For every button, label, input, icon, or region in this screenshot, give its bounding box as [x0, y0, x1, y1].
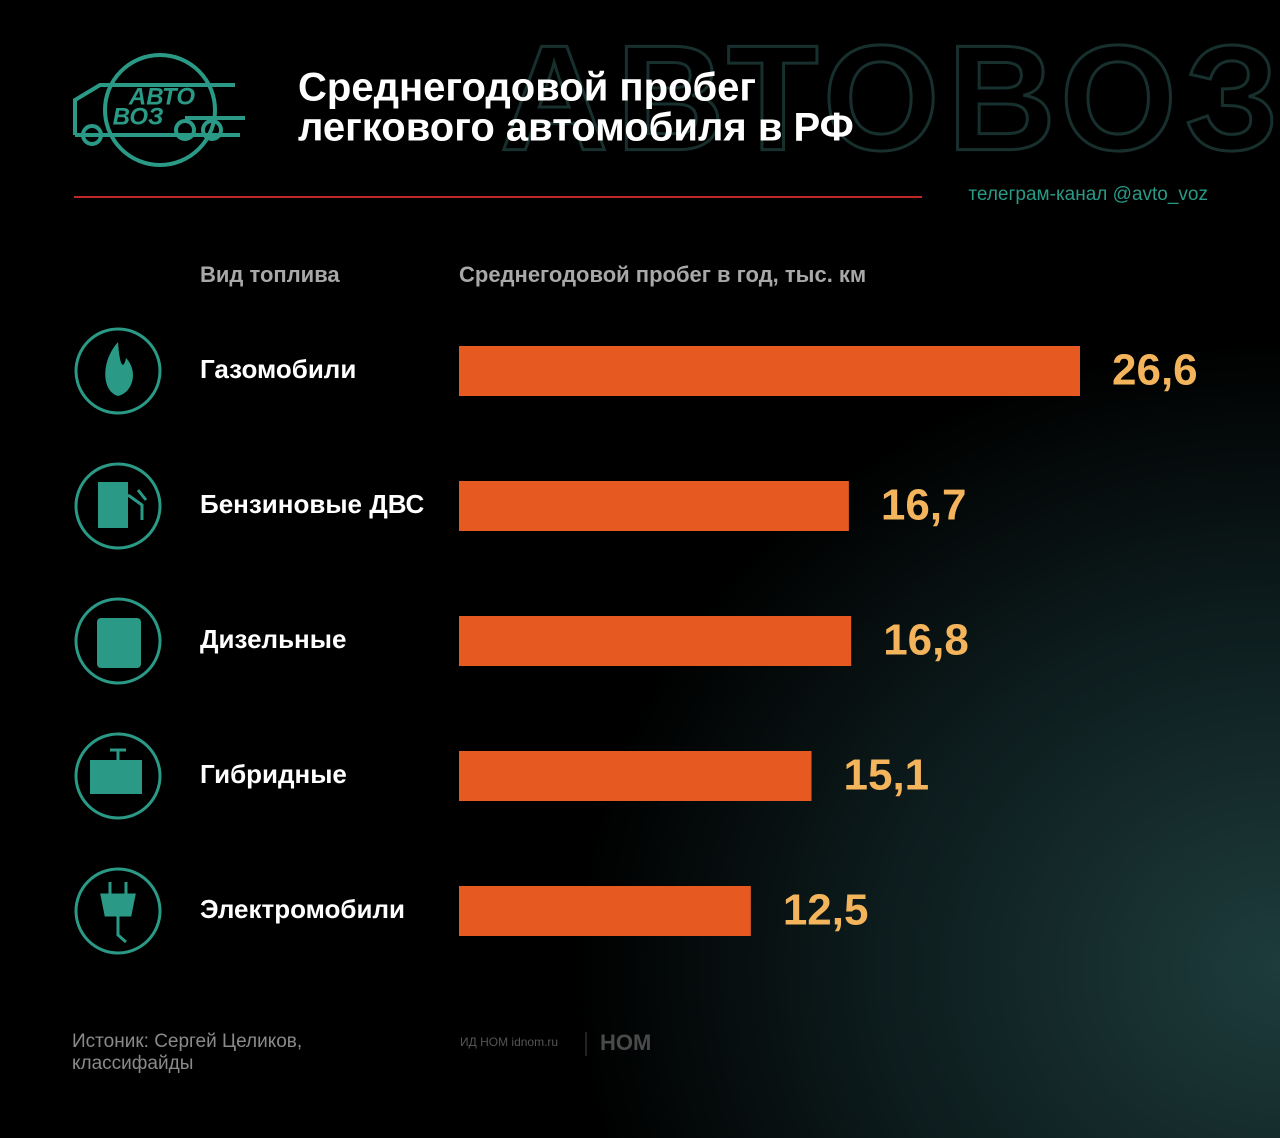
channel: телеграм-канал @avto_voz: [968, 184, 1208, 205]
logo: [73, 53, 245, 167]
value-label: 16,7: [881, 481, 967, 530]
category-label: Дизельные: [200, 624, 346, 654]
category-label: Гибридные: [200, 759, 347, 789]
bar: [459, 886, 751, 936]
value-label: 12,5: [783, 886, 869, 935]
logo-text: АВТО: [128, 83, 195, 110]
source: Истоник: Сергей Целиков,: [72, 1031, 302, 1052]
value-label: 16,8: [883, 616, 969, 665]
icons: [74, 327, 162, 955]
category-label: Бензиновые ДВС: [200, 489, 425, 519]
bar: [459, 481, 849, 531]
value-label: 15,1: [844, 751, 930, 800]
bar: [459, 346, 1080, 396]
source: классифайды: [72, 1053, 193, 1074]
bar: [459, 751, 812, 801]
brand: НОМ: [600, 1030, 651, 1055]
bar: [459, 616, 852, 666]
category-header: Вид топлива: [200, 262, 340, 287]
watermark: АВТОВОЗ: [500, 14, 1280, 182]
title: легкового автомобиля в РФ: [298, 106, 854, 150]
category-label: Газомобили: [200, 354, 356, 384]
category-label: Электромобили: [200, 894, 405, 924]
value-header: Среднегодовой пробег в год, тыс. км: [459, 262, 866, 287]
title: Среднегодовой пробег: [298, 66, 756, 110]
value-label: 26,6: [1112, 346, 1198, 395]
publisher: ИД НОМ idnom.ru: [460, 1035, 558, 1049]
logo-text: ВОЗ: [113, 103, 164, 130]
